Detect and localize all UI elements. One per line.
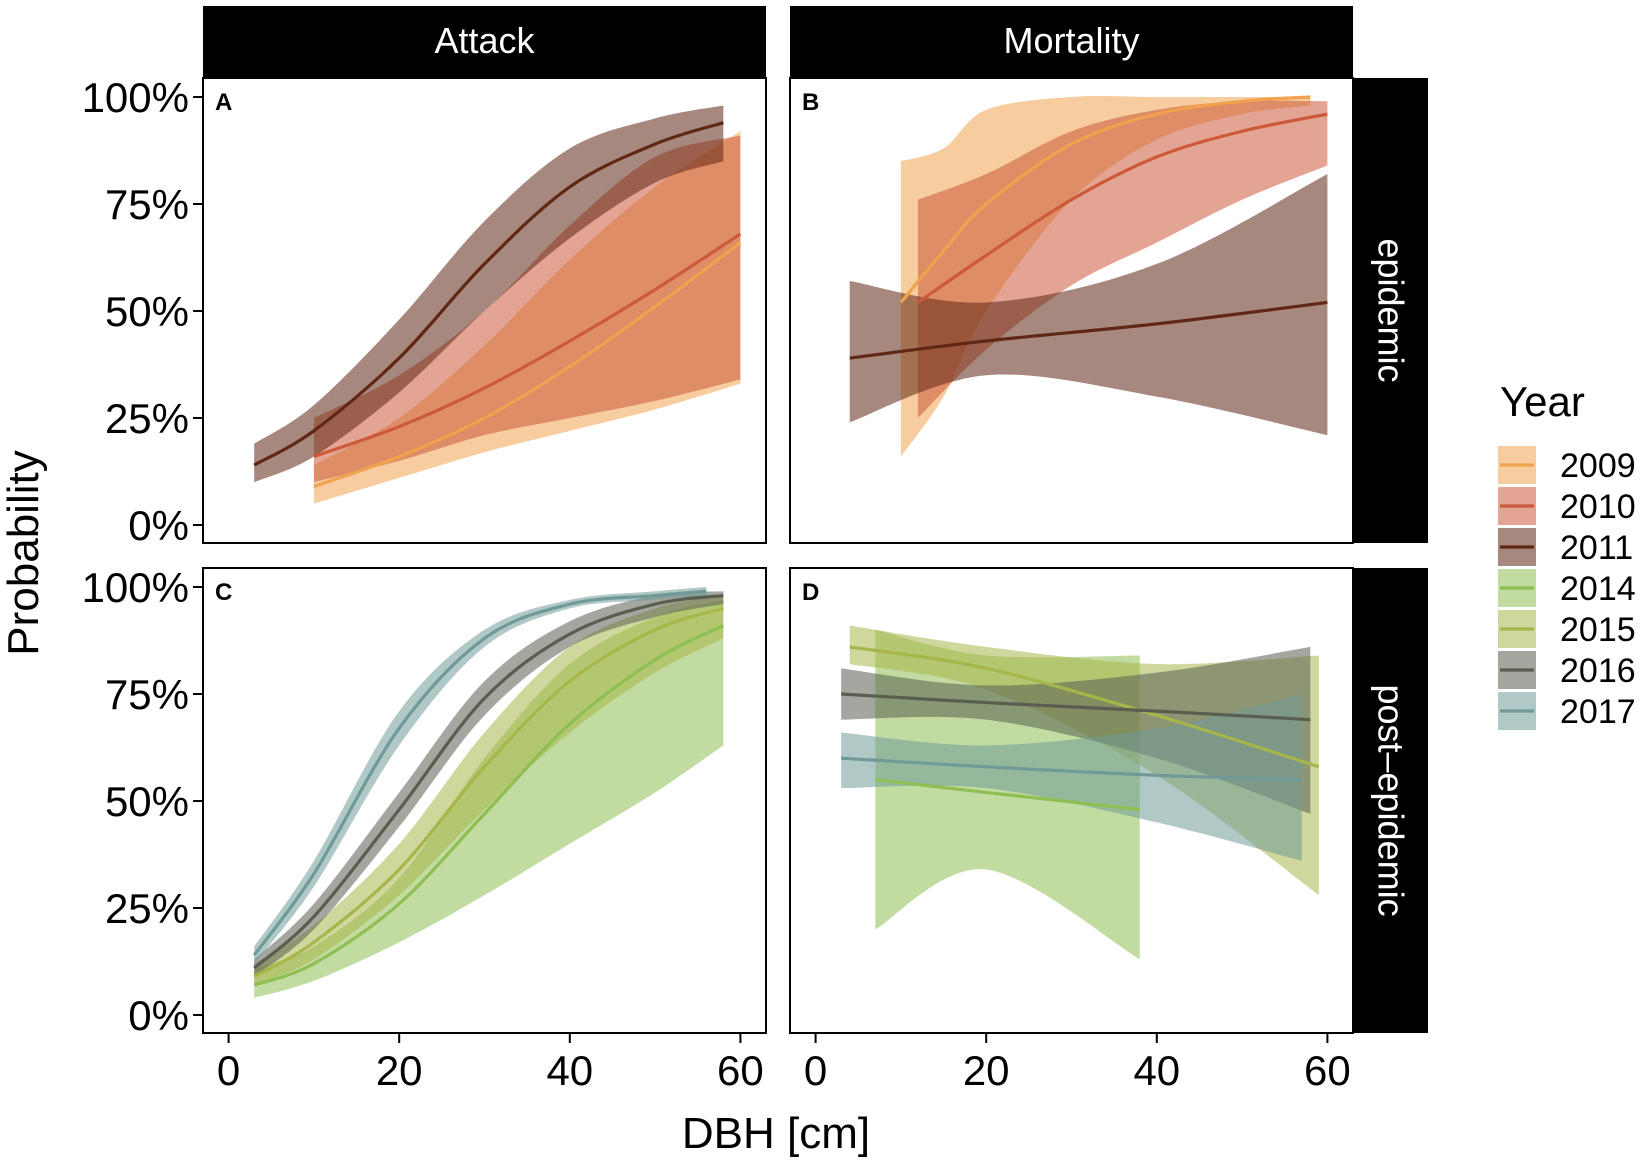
- confidence-band-2011: [254, 105, 724, 483]
- legend-label-2010: 2010: [1560, 488, 1636, 526]
- panel-border: [789, 567, 1354, 1034]
- x-axis-title: DBH [cm]: [682, 1109, 870, 1158]
- series-line-2016: [253, 593, 724, 970]
- column-strip: [790, 6, 1353, 78]
- panels-layer: Attack Mortality epidemic post–epidemic A 0% 2…: [82, 6, 1428, 1094]
- row-strip: [1353, 78, 1428, 543]
- x-tick-label: 0: [217, 1047, 240, 1094]
- x-tick-label: 60: [1304, 1047, 1351, 1094]
- panel-D: D 0 20 40 60: [789, 567, 1354, 1094]
- column-strip-label: Mortality: [1003, 20, 1139, 61]
- row-strip-label: epidemic: [1371, 238, 1412, 382]
- y-tick-label: 100%: [82, 74, 189, 121]
- y-axis-title: Probability: [0, 450, 48, 655]
- panel-tag: B: [802, 89, 819, 116]
- y-tick-label: 25%: [105, 395, 189, 442]
- y-tick-label: 75%: [105, 671, 189, 718]
- row-strip: [1353, 568, 1428, 1033]
- series-line-2015: [253, 606, 724, 978]
- x-tick-label: 60: [717, 1047, 764, 1094]
- panel-B: B: [789, 77, 1354, 544]
- confidence-band-2010: [313, 135, 741, 483]
- x-tick-label: 20: [376, 1047, 423, 1094]
- panel-tag: C: [215, 579, 232, 606]
- x-tick-label: 20: [963, 1047, 1010, 1094]
- panel-tag: D: [802, 579, 819, 606]
- series-line-2017: [252, 589, 707, 957]
- y-tick-label: 50%: [105, 778, 189, 825]
- x-tick-label: 0: [804, 1047, 827, 1094]
- y-tick-label: 50%: [105, 288, 189, 335]
- column-strip: [203, 6, 766, 78]
- axes-layer: DBH [cm] Probability: [0, 450, 870, 1158]
- series-line-2009: [313, 241, 742, 488]
- column-strip-label: Attack: [434, 20, 535, 61]
- legend-label-2017: 2017: [1560, 693, 1636, 731]
- row-strip-label: post–epidemic: [1371, 684, 1412, 916]
- legend-label-2014: 2014: [1560, 570, 1636, 608]
- confidence-band-2016: [841, 646, 1311, 814]
- legend-label-2015: 2015: [1560, 611, 1636, 649]
- legend-label-2016: 2016: [1560, 652, 1636, 690]
- legend-label-2011: 2011: [1560, 529, 1633, 567]
- y-tick-label: 100%: [82, 564, 189, 611]
- y-tick-label: 25%: [105, 885, 189, 932]
- confidence-band-2016: [254, 591, 724, 977]
- series-line-2014: [875, 778, 1140, 812]
- series-line-2011: [849, 300, 1328, 360]
- confidence-band-2017: [841, 694, 1302, 861]
- series-line-2011: [253, 121, 724, 467]
- series-line-2009: [899, 95, 1311, 304]
- legend-title: Year: [1500, 378, 1585, 425]
- confidence-band-2011: [849, 174, 1328, 436]
- series-line-2015: [849, 645, 1320, 769]
- legend-label-2009: 2009: [1560, 447, 1636, 485]
- panel-tag: A: [215, 89, 232, 116]
- confidence-band-2010: [917, 100, 1328, 418]
- x-tick-label: 40: [546, 1047, 593, 1094]
- series-line-2016: [841, 692, 1311, 722]
- series-line-2017: [841, 756, 1302, 782]
- panel-border: [789, 77, 1354, 544]
- panel-C: C 0% 25% 50% 75% 100% 0 20 40 60: [82, 564, 767, 1094]
- panel-A: A 0% 25% 50% 75% 100%: [82, 74, 767, 549]
- series-line-2010: [917, 112, 1328, 304]
- x-tick-label: 40: [1133, 1047, 1180, 1094]
- series-line-2010: [313, 232, 742, 459]
- series-line-2014: [253, 624, 725, 987]
- y-tick-label: 0%: [128, 502, 189, 549]
- y-tick-label: 75%: [105, 181, 189, 228]
- y-tick-label: 0%: [128, 992, 189, 1039]
